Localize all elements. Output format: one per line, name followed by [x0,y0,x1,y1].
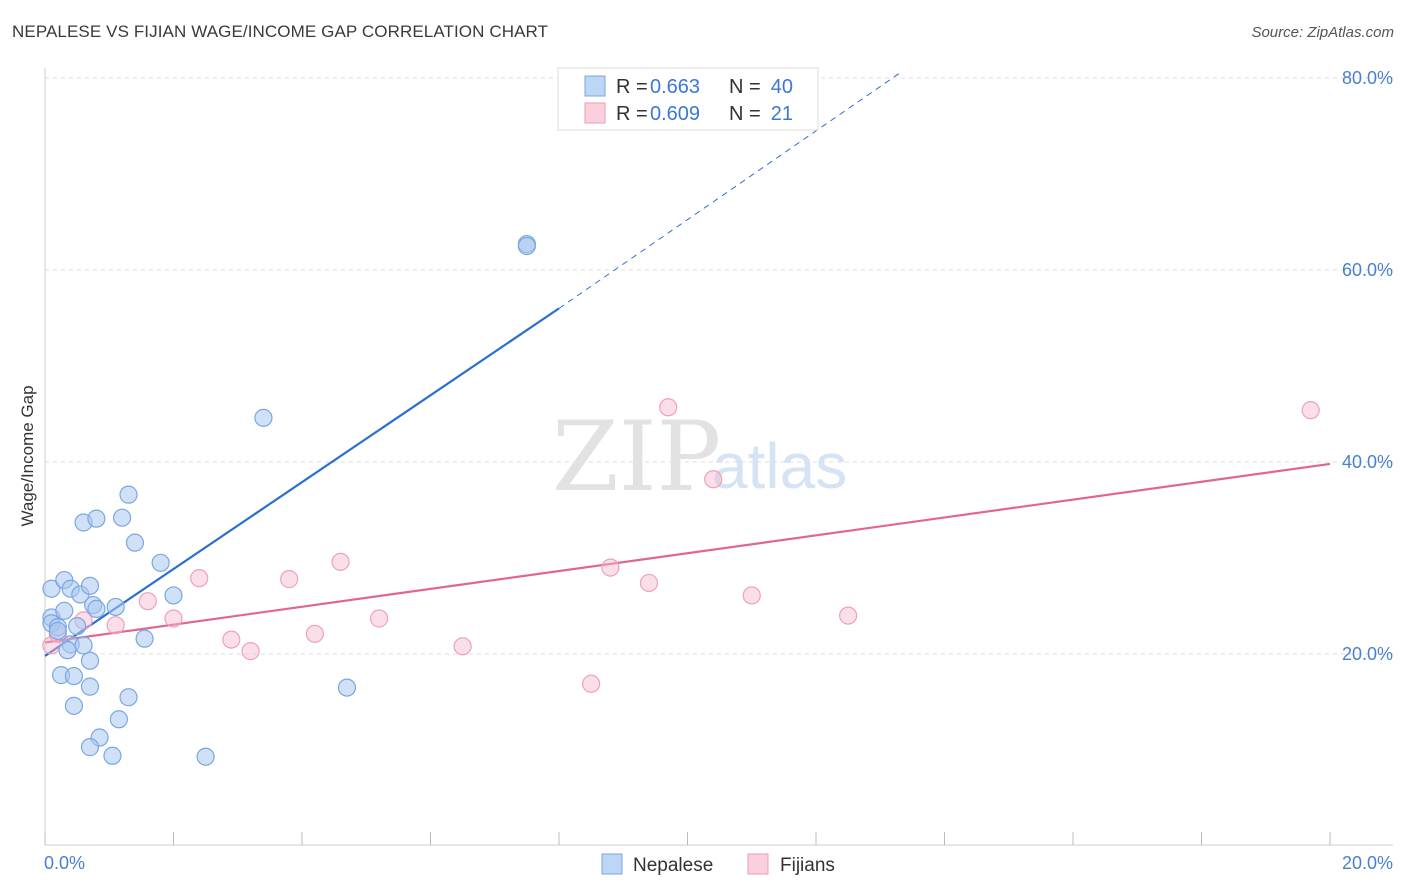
point-fijians [582,674,601,693]
point-nepalese [80,576,100,595]
point-fijians [601,558,620,577]
legend-n-label-fijians: N = [729,103,761,125]
point-nepalese [103,746,122,765]
x-ticks [44,832,1331,845]
point-fijians [106,616,125,635]
trend-line-fijians [44,462,1331,644]
point-nepalese [135,629,154,648]
point-nepalese [151,553,170,572]
y-tick-label: 20.0% [1342,644,1393,664]
bottom-legend-label-nepalese: Nepalese [633,855,713,876]
point-fijians [639,573,659,593]
correlation-legend: R = 0.663 N = 40 R = 0.609 N = 21 [557,67,819,131]
legend-swatch-fijians [584,102,606,124]
legend-n-label-nepalese: N = [729,76,761,98]
legend-n-value-nepalese: 40 [771,76,793,98]
point-nepalese [119,688,138,707]
y-axis-label: Wage/Income Gap [18,385,37,526]
point-fijians [305,624,324,643]
point-nepalese [87,599,106,618]
point-fijians [370,609,389,628]
legend-n-value-fijians: 21 [771,103,793,125]
bottom-legend-swatch-nepalese [601,853,623,875]
watermark-atlas: atlas [712,430,847,502]
x-tick-label-max: 20.0% [1342,853,1393,873]
point-fijians [222,630,241,649]
point-fijians [164,609,183,628]
point-nepalese [254,408,273,427]
point-fijians [659,398,678,417]
point-nepalese [125,533,145,552]
point-nepalese [196,747,215,766]
point-fijians [1301,401,1320,420]
y-tick-label: 60.0% [1342,260,1393,280]
watermark-zip: ZIP [552,401,721,513]
point-nepalese [164,586,183,605]
point-fijians [839,606,858,625]
point-nepalese [80,677,100,696]
point-nepalese [112,508,132,527]
bottom-legend-swatch-fijians [747,853,769,875]
y-tick-label: 40.0% [1342,452,1393,472]
point-nepalese [55,601,74,620]
point-nepalese [42,579,61,598]
x-tick-label-min: 0.0% [44,853,85,873]
trend-lines [44,72,1331,657]
point-nepalese [80,738,100,757]
point-nepalese [68,617,87,636]
chart-title: NEPALESE VS FIJIAN WAGE/INCOME GAP CORRE… [12,22,549,41]
point-fijians [280,570,299,589]
point-fijians [742,586,761,605]
point-nepalese [64,666,84,686]
bottom-legend: Nepalese Fijians [601,853,835,876]
axes [44,68,1393,846]
data-points [42,234,1320,766]
bottom-legend-label-fijians: Fijians [780,855,835,876]
point-fijians [331,552,350,571]
grid-lines [45,77,1393,655]
y-tick-labels: 20.0% 40.0% 60.0% 80.0% [1342,68,1393,664]
legend-r-label-fijians: R = [616,103,648,125]
point-nepalese [48,621,67,641]
watermark: ZIP atlas [552,401,847,513]
point-nepalese [109,710,128,729]
legend-swatch-nepalese [584,75,606,97]
legend-r-label-nepalese: R = [616,76,648,98]
point-fijians [190,569,209,588]
point-fijians [241,642,260,661]
trend-line-nepalese [44,307,560,657]
point-nepalese [74,636,93,655]
point-nepalese [64,696,84,715]
trend-line-extension-nepalese [558,72,900,309]
point-nepalese [87,509,106,528]
point-fijians [138,592,157,611]
point-nepalese [80,651,100,670]
legend-r-value-fijians: 0.609 [650,103,700,125]
point-nepalese [119,485,138,504]
point-nepalese [517,236,536,256]
point-fijians [453,637,472,656]
point-nepalese [337,678,357,697]
y-tick-label: 80.0% [1342,68,1393,88]
legend-r-value-nepalese: 0.663 [650,76,700,98]
point-nepalese [58,641,77,660]
point-fijians [704,470,723,489]
chart-source: Source: ZipAtlas.com [1251,24,1394,41]
point-nepalese [106,597,125,617]
